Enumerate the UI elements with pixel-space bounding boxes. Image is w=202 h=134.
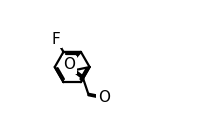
Text: O: O [98,90,110,105]
Text: F: F [52,32,60,47]
Text: O: O [63,57,75,72]
